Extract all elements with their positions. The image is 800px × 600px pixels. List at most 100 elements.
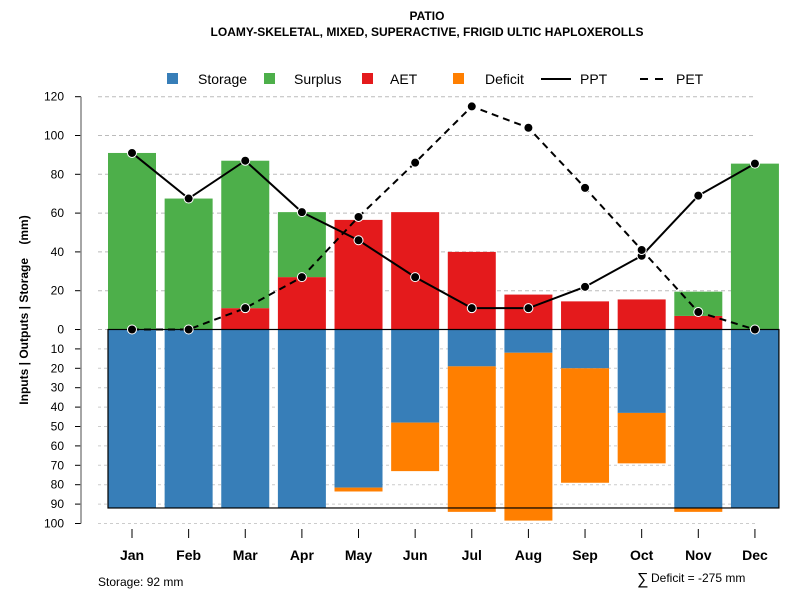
pet-point [636, 244, 647, 255]
storage-capacity-frame [107, 328, 780, 509]
pet-point [296, 272, 307, 283]
deficit-bar [617, 412, 666, 464]
storage-bar [504, 329, 553, 353]
y-tick-label: 20 [51, 361, 65, 375]
pet-point [749, 324, 760, 335]
pet-line [132, 105, 756, 331]
y-tick-label: 60 [51, 206, 65, 220]
ppt-point [127, 147, 137, 158]
surplus-bar [108, 152, 156, 330]
x-tick-label: May [345, 547, 372, 563]
y-tick-label: 80 [51, 478, 65, 492]
pet-point [127, 324, 137, 335]
x-tick-label: Jan [120, 547, 144, 563]
chart-subtitle: LOAMY-SKELETAL, MIXED, SUPERACTIVE, FRIG… [211, 25, 644, 39]
deficit-bar [334, 487, 383, 492]
ppt-point [353, 235, 364, 246]
deficit-bar [561, 368, 610, 483]
pet-point [353, 211, 364, 222]
y-tick-label: 10 [51, 342, 65, 356]
y-tick-label: 20 [51, 284, 65, 298]
storage-bar [447, 329, 496, 367]
surplus-bar [221, 160, 270, 309]
y-tick-label: 60 [51, 439, 65, 453]
y-tick-label: 120 [44, 90, 64, 104]
y-tick-label: 30 [51, 381, 65, 395]
deficit-bar [447, 366, 496, 512]
storage-bar [334, 329, 383, 488]
y-tick-label: 100 [44, 129, 64, 143]
legend-deficit-swatch [453, 73, 464, 84]
storage-bar [164, 329, 213, 508]
storage-bar [391, 329, 440, 423]
storage-bar [277, 329, 326, 508]
y-tick-label: 40 [51, 400, 65, 414]
aet-bar [391, 212, 440, 330]
pet-point [240, 303, 251, 314]
ppt-point [240, 155, 251, 166]
aet-bar [277, 277, 326, 330]
deficit-bar [391, 422, 440, 472]
x-tick-label: Mar [233, 547, 258, 563]
aet-bar [617, 299, 666, 330]
storage-bar [561, 329, 610, 369]
x-tick-label: Jul [462, 547, 482, 563]
legend-surplus-swatch [264, 73, 275, 84]
surplus-bar [730, 163, 779, 330]
y-axis-label: Inputs | Outputs | Storage (mm) [17, 215, 31, 404]
ppt-point [466, 303, 477, 314]
legend-label: Deficit [485, 71, 524, 87]
deficit-bar [674, 507, 723, 512]
ppt-point [693, 190, 704, 201]
x-tick-label: Sep [572, 547, 598, 563]
ppt-point [410, 272, 421, 283]
y-tick-label: 90 [51, 497, 65, 511]
x-tick-label: Nov [685, 547, 712, 563]
ppt-point [183, 193, 194, 204]
x-tick-label: Jun [403, 547, 428, 563]
storage-bar [108, 329, 156, 508]
pet-point [580, 182, 591, 193]
ppt-point [749, 158, 760, 169]
chart-title: PATIO [410, 9, 445, 23]
legend-label: Surplus [294, 71, 341, 87]
x-tick-label: Oct [630, 547, 654, 563]
storage-note: Storage: 92 mm [98, 575, 183, 589]
sigma-symbol: ∑ [637, 571, 648, 588]
pet-point [523, 122, 534, 133]
ppt-point [580, 281, 591, 292]
y-tick-label: 50 [51, 420, 65, 434]
aet-bar [447, 251, 496, 330]
storage-bar [730, 329, 779, 508]
storage-bar [617, 329, 666, 413]
storage-bar [221, 329, 270, 508]
ppt-point [523, 303, 534, 314]
legend-label: AET [390, 71, 418, 87]
storage-bar [674, 329, 723, 508]
legend-label: Storage [198, 71, 247, 87]
x-tick-label: Apr [290, 547, 315, 563]
y-tick-label: 70 [51, 458, 65, 472]
pet-point [183, 324, 194, 335]
pet-point [410, 157, 421, 168]
legend-storage-swatch [167, 73, 178, 84]
surplus-bar [164, 198, 213, 330]
legend-label: PET [676, 71, 704, 87]
deficit-note: Deficit = -275 mm [651, 571, 745, 585]
x-tick-label: Feb [176, 547, 201, 563]
pet-point [466, 101, 477, 112]
surplus-bar [277, 212, 326, 278]
legend-aet-swatch [362, 73, 373, 84]
y-tick-label: 0 [57, 323, 64, 337]
x-tick-label: Dec [742, 547, 768, 563]
x-tick-label: Aug [515, 547, 542, 563]
ppt-line [131, 152, 756, 310]
y-tick-label: 100 [44, 517, 64, 531]
y-tick-label: 80 [51, 167, 65, 181]
y-tick-label: 40 [51, 245, 65, 259]
aet-bar [674, 315, 723, 330]
deficit-bar [504, 352, 553, 521]
pet-point [693, 307, 704, 318]
aet-bar [561, 301, 610, 330]
